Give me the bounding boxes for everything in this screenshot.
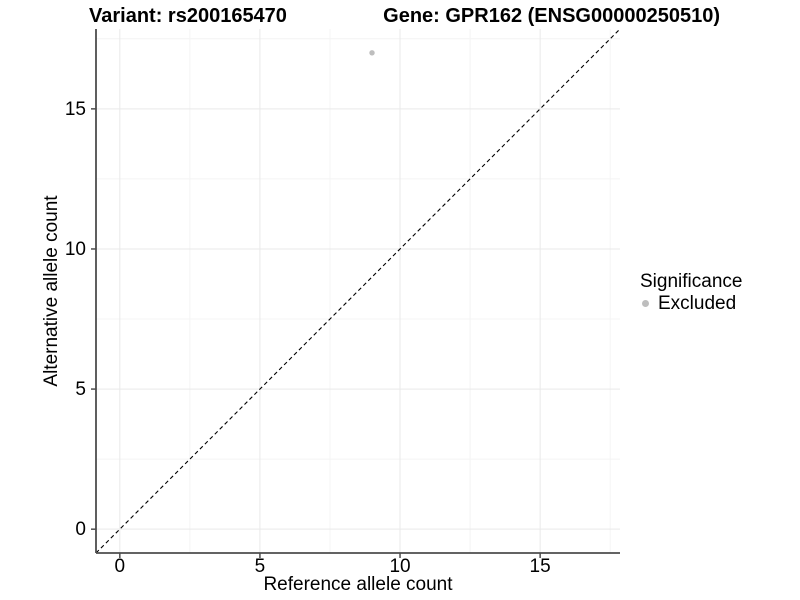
scatter-point xyxy=(369,50,375,56)
legend-point-icon xyxy=(642,300,649,307)
legend: Significance Excluded xyxy=(638,271,742,314)
legend-item-label: Excluded xyxy=(658,293,737,314)
x-tick-label: 5 xyxy=(254,556,266,577)
x-tick-label: 10 xyxy=(389,556,411,577)
y-tick-label: 5 xyxy=(75,379,86,401)
legend-item: Excluded xyxy=(638,293,742,314)
identity-reference-line xyxy=(95,28,621,554)
y-tick-label: 0 xyxy=(75,519,86,541)
x-tick-label: 15 xyxy=(529,556,551,577)
plot-title-variant: Variant: rs200165470 xyxy=(89,5,287,27)
x-tick-label: 0 xyxy=(114,556,126,577)
y-tick-label: 15 xyxy=(64,98,86,120)
x-axis-label: Reference allele count xyxy=(263,574,453,595)
y-axis-label: Alternative allele count xyxy=(41,195,62,387)
y-tick-label: 10 xyxy=(64,238,86,260)
plot-title-gene: Gene: GPR162 (ENSG00000250510) xyxy=(383,5,720,27)
legend-title: Significance xyxy=(640,271,743,292)
